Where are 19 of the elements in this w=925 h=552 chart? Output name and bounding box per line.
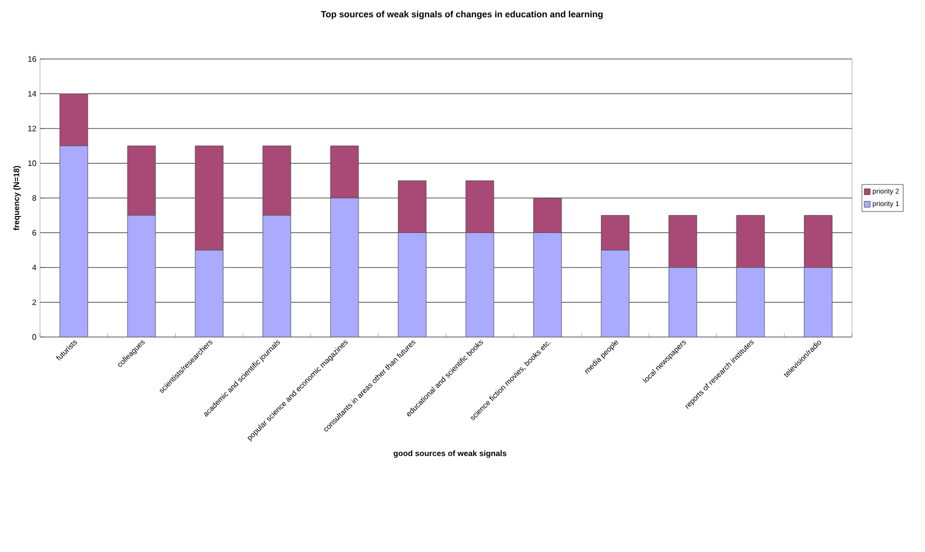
bar bbox=[194, 250, 224, 337]
bar bbox=[466, 232, 494, 337]
bar bbox=[736, 267, 765, 337]
bar bbox=[600, 250, 630, 337]
bar bbox=[466, 180, 494, 233]
bar bbox=[262, 215, 292, 337]
bar bbox=[600, 215, 630, 250]
bar bbox=[804, 267, 832, 337]
bar bbox=[398, 232, 426, 337]
bar bbox=[533, 198, 562, 233]
bar bbox=[398, 180, 426, 233]
bar bbox=[330, 198, 359, 337]
bar bbox=[668, 215, 698, 268]
bar bbox=[127, 215, 156, 337]
bar bbox=[60, 146, 88, 337]
bar bbox=[736, 215, 765, 268]
bar bbox=[533, 232, 562, 337]
chart-title: Top sources of weak signals of changes in education and learning bbox=[320, 10, 603, 20]
bar bbox=[668, 267, 698, 337]
